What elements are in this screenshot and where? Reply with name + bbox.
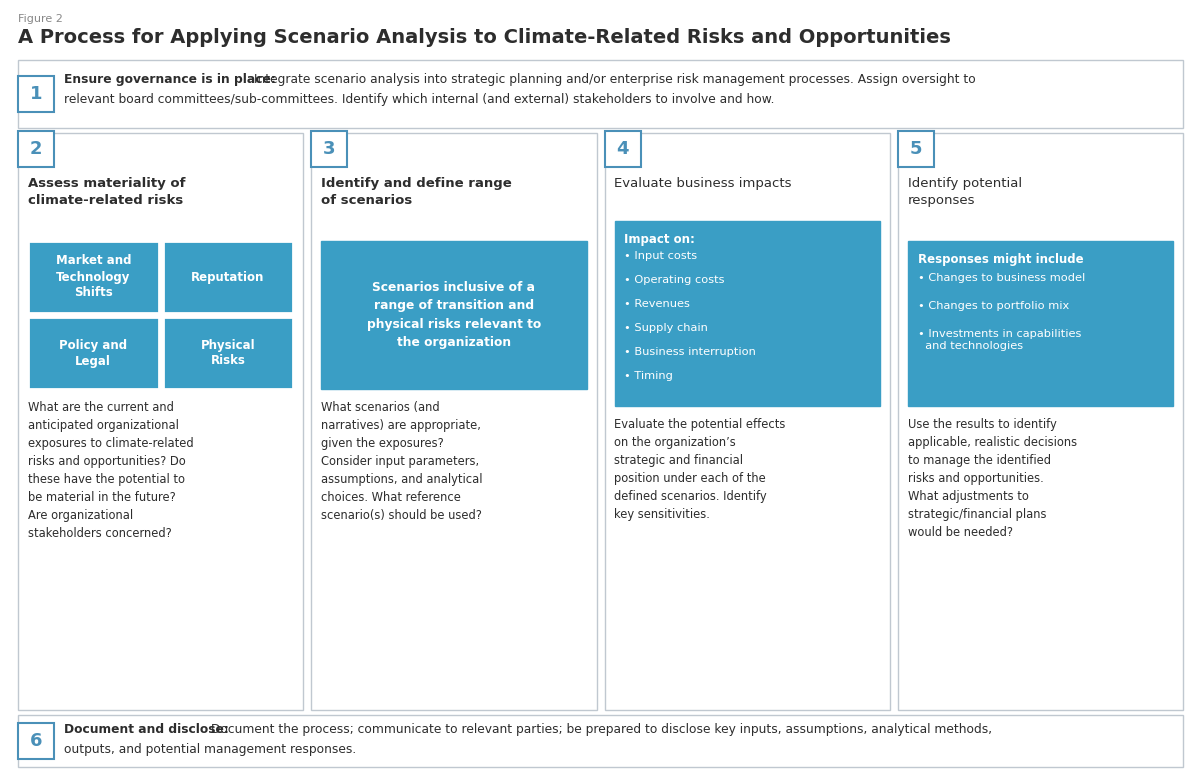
- Bar: [18, 76, 54, 112]
- Bar: [163, 317, 293, 389]
- Text: Policy and
Legal: Policy and Legal: [59, 338, 127, 368]
- Text: • Timing: • Timing: [624, 371, 673, 381]
- Text: • Input costs: • Input costs: [624, 251, 697, 261]
- Text: Document and disclose:: Document and disclose:: [64, 723, 229, 736]
- Bar: [28, 241, 158, 313]
- Text: Identify and define range
of scenarios: Identify and define range of scenarios: [322, 177, 512, 207]
- Text: Evaluate business impacts: Evaluate business impacts: [614, 177, 792, 190]
- Text: A Process for Applying Scenario Analysis to Climate-Related Risks and Opportunit: A Process for Applying Scenario Analysis…: [18, 28, 950, 47]
- Bar: [322, 241, 587, 389]
- Bar: [18, 723, 54, 759]
- Text: Responses might include: Responses might include: [918, 253, 1084, 266]
- Bar: [18, 131, 54, 167]
- Text: Evaluate the potential effects
on the organization’s
strategic and financial
pos: Evaluate the potential effects on the or…: [614, 418, 786, 521]
- Bar: [605, 131, 641, 167]
- Text: 5: 5: [910, 140, 922, 158]
- Text: Identify potential
responses: Identify potential responses: [907, 177, 1022, 207]
- Text: • Revenues: • Revenues: [624, 299, 690, 309]
- Text: 2: 2: [30, 140, 42, 158]
- Text: Physical
Risks: Physical Risks: [200, 338, 256, 368]
- Text: Market and
Technology
Shifts: Market and Technology Shifts: [55, 254, 131, 299]
- Bar: [163, 241, 293, 313]
- Bar: [605, 133, 889, 710]
- Text: Assess materiality of
climate-related risks: Assess materiality of climate-related ri…: [28, 177, 186, 207]
- Text: • Changes to business model: • Changes to business model: [918, 273, 1085, 283]
- Text: Scenarios inclusive of a
range of transition and
physical risks relevant to
the : Scenarios inclusive of a range of transi…: [367, 281, 541, 349]
- Text: outputs, and potential management responses.: outputs, and potential management respon…: [64, 743, 356, 756]
- Text: Document the process; communicate to relevant parties; be prepared to disclose k: Document the process; communicate to rel…: [208, 723, 992, 736]
- Text: 4: 4: [617, 140, 629, 158]
- Bar: [614, 221, 880, 406]
- Bar: [311, 133, 596, 710]
- Text: • Changes to portfolio mix: • Changes to portfolio mix: [918, 301, 1069, 311]
- Bar: [898, 133, 1183, 710]
- Text: Use the results to identify
applicable, realistic decisions
to manage the identi: Use the results to identify applicable, …: [907, 418, 1076, 539]
- Bar: [18, 133, 304, 710]
- Text: What are the current and
anticipated organizational
exposures to climate-related: What are the current and anticipated org…: [28, 401, 193, 540]
- Text: • Investments in capabilities
  and technologies: • Investments in capabilities and techno…: [918, 329, 1081, 352]
- Text: Ensure governance is in place:: Ensure governance is in place:: [64, 73, 276, 86]
- Text: Integrate scenario analysis into strategic planning and/or enterprise risk manag: Integrate scenario analysis into strateg…: [250, 73, 976, 86]
- Text: 1: 1: [30, 85, 42, 103]
- Bar: [18, 60, 1183, 128]
- Bar: [18, 715, 1183, 767]
- Bar: [907, 241, 1174, 406]
- Text: Impact on:: Impact on:: [624, 233, 695, 246]
- Text: • Supply chain: • Supply chain: [624, 323, 708, 333]
- Bar: [311, 131, 347, 167]
- Text: relevant board committees/sub-committees. Identify which internal (and external): relevant board committees/sub-committees…: [64, 93, 774, 106]
- Text: Reputation: Reputation: [191, 271, 265, 284]
- Text: • Operating costs: • Operating costs: [624, 275, 725, 285]
- Text: Figure 2: Figure 2: [18, 14, 62, 24]
- Text: What scenarios (and
narratives) are appropriate,
given the exposures?
Consider i: What scenarios (and narratives) are appr…: [322, 401, 482, 522]
- Text: 3: 3: [323, 140, 336, 158]
- Text: • Business interruption: • Business interruption: [624, 347, 756, 357]
- Bar: [28, 317, 158, 389]
- Text: 6: 6: [30, 732, 42, 750]
- Bar: [898, 131, 934, 167]
